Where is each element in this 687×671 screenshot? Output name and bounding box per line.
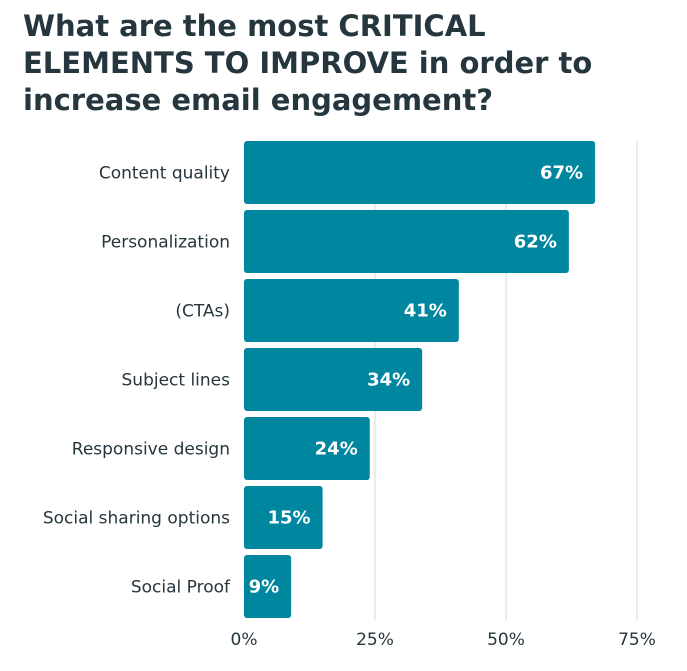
- x-tick-label: 0%: [231, 630, 258, 650]
- category-label: (CTAs): [175, 302, 230, 322]
- bar: [244, 555, 292, 618]
- category-label: Content quality: [99, 164, 230, 184]
- bar-value-label: 62%: [514, 232, 557, 253]
- x-tick-label: 25%: [356, 630, 394, 650]
- bar: [244, 348, 423, 411]
- category-label: Social Proof: [131, 578, 231, 598]
- bar-value-label: 34%: [367, 370, 410, 391]
- bar: [244, 210, 569, 273]
- bar: [244, 417, 370, 480]
- category-label: Responsive design: [72, 440, 230, 460]
- bar: [244, 279, 459, 342]
- x-axis-ticks: 0% 25% 50% 75%: [231, 630, 656, 650]
- x-tick-label: 75%: [618, 630, 656, 650]
- bar-value-label: 67%: [540, 163, 583, 184]
- category-label: Social sharing options: [43, 509, 230, 529]
- bar-value-label: 24%: [315, 439, 358, 460]
- category-label: Subject lines: [122, 371, 231, 391]
- bar-value-label: 41%: [404, 301, 447, 322]
- x-tick-label: 50%: [487, 630, 525, 650]
- bars: 67% 62% 41% 34% 24% 15% 9%: [244, 141, 596, 618]
- bar: [244, 486, 323, 549]
- category-label: Personalization: [101, 233, 230, 253]
- bar-value-label: 15%: [268, 508, 311, 529]
- category-labels: Content quality Personalization (CTAs) Subj…: [43, 164, 231, 598]
- bar-value-label: 9%: [249, 577, 280, 598]
- bar: [244, 141, 596, 204]
- chart-title: What are the most CRITICAL ELEMENTS TO I…: [23, 9, 593, 117]
